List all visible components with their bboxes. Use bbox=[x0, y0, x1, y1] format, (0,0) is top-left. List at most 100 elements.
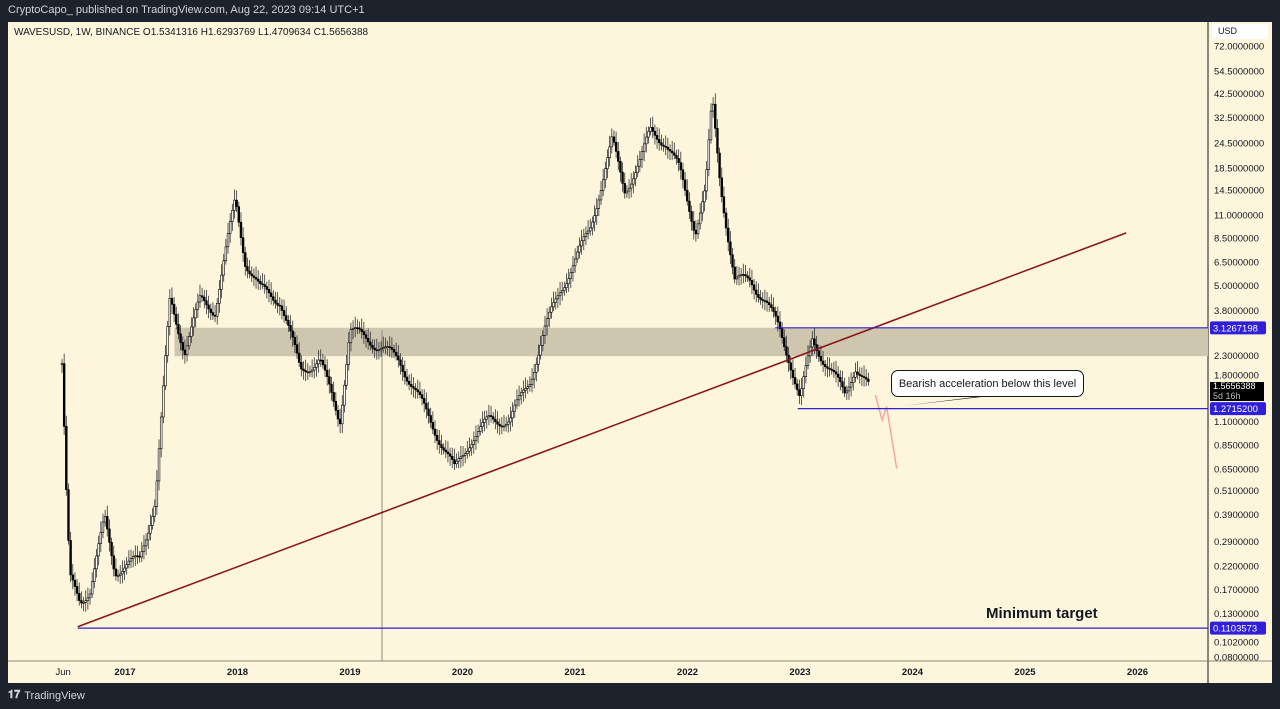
currency-button[interactable]: USD bbox=[1212, 24, 1268, 39]
candle bbox=[513, 404, 516, 412]
candle bbox=[244, 252, 247, 267]
candle bbox=[783, 337, 786, 347]
candle bbox=[776, 315, 780, 323]
tradingview-logo-icon[interactable]: 𝟏𝟕 bbox=[8, 689, 21, 701]
candle bbox=[341, 404, 344, 425]
candle bbox=[78, 593, 81, 601]
projection-scribble[interactable] bbox=[874, 394, 898, 469]
candle bbox=[824, 364, 827, 368]
candle bbox=[617, 151, 620, 162]
candle bbox=[453, 459, 456, 465]
candle bbox=[162, 385, 165, 418]
candle bbox=[733, 266, 736, 280]
candle bbox=[569, 272, 573, 279]
ascending-trendline[interactable] bbox=[77, 232, 1127, 628]
time-tick-label: 2019 bbox=[339, 667, 360, 678]
candle bbox=[129, 558, 133, 562]
candle bbox=[767, 302, 771, 306]
candle bbox=[209, 308, 212, 313]
annotation-callout[interactable]: Bearish acceleration below this level bbox=[891, 370, 1084, 397]
candle bbox=[593, 215, 596, 223]
candle bbox=[606, 157, 609, 170]
candle bbox=[530, 378, 534, 386]
candle bbox=[662, 144, 665, 147]
candle bbox=[852, 376, 855, 383]
callout-pointer bbox=[902, 396, 990, 406]
candle bbox=[235, 199, 238, 207]
candle bbox=[131, 556, 135, 559]
price-tick-label: 18.5000000 bbox=[1214, 164, 1264, 175]
price-tick-label: 42.5000000 bbox=[1214, 89, 1264, 100]
level-price-label: 0.1103573 bbox=[1213, 624, 1257, 635]
candle bbox=[172, 304, 176, 315]
candle bbox=[257, 278, 260, 282]
candle bbox=[763, 300, 767, 302]
candle bbox=[399, 359, 402, 366]
candle bbox=[742, 274, 745, 276]
candle bbox=[686, 190, 689, 202]
candle bbox=[826, 366, 829, 369]
candle bbox=[526, 386, 529, 389]
candle bbox=[272, 296, 275, 301]
candle bbox=[470, 444, 473, 449]
candle bbox=[793, 377, 797, 385]
candle bbox=[701, 201, 704, 214]
candle bbox=[664, 145, 667, 148]
candle bbox=[658, 139, 661, 144]
candle bbox=[332, 392, 335, 402]
candle bbox=[90, 581, 94, 595]
candle bbox=[254, 277, 258, 280]
minimum-target-label[interactable]: Minimum target bbox=[986, 605, 1098, 622]
candle bbox=[179, 333, 182, 343]
candle bbox=[308, 371, 312, 374]
candle bbox=[517, 395, 521, 401]
candle bbox=[847, 386, 851, 392]
candle bbox=[159, 416, 163, 450]
candle bbox=[440, 444, 443, 448]
candle bbox=[750, 280, 754, 286]
candle bbox=[666, 146, 670, 150]
candle bbox=[839, 377, 842, 383]
price-tick-label: 0.2900000 bbox=[1214, 537, 1259, 548]
candle bbox=[509, 417, 512, 423]
price-tick-label: 0.1700000 bbox=[1214, 585, 1259, 596]
candle bbox=[80, 600, 83, 604]
candle bbox=[354, 327, 357, 329]
candle bbox=[420, 394, 424, 399]
candle bbox=[226, 233, 230, 248]
candle bbox=[241, 237, 245, 253]
resistance-zone[interactable] bbox=[174, 327, 1209, 357]
candle bbox=[739, 274, 743, 276]
candle bbox=[507, 421, 510, 425]
candle bbox=[535, 363, 538, 373]
candle bbox=[638, 159, 642, 167]
candle bbox=[369, 341, 372, 346]
candle bbox=[688, 200, 691, 212]
candle bbox=[748, 277, 751, 281]
candle bbox=[655, 135, 659, 140]
candle bbox=[727, 227, 730, 243]
candle bbox=[84, 600, 87, 603]
candle bbox=[720, 177, 723, 198]
candle bbox=[282, 310, 286, 316]
candle bbox=[366, 338, 370, 343]
candle bbox=[608, 146, 611, 158]
last-price-label: 1.5656388 5d 16h bbox=[1210, 381, 1264, 401]
candle bbox=[448, 453, 452, 457]
candle bbox=[330, 383, 333, 393]
candle bbox=[405, 376, 409, 382]
candle bbox=[735, 276, 739, 280]
candle bbox=[127, 560, 131, 565]
candle bbox=[649, 127, 652, 132]
candle bbox=[73, 579, 77, 587]
candle bbox=[683, 179, 687, 191]
candle bbox=[291, 330, 294, 338]
candle bbox=[106, 516, 109, 530]
footer-brand[interactable]: TradingView bbox=[24, 689, 85, 702]
candle bbox=[690, 211, 693, 222]
candle bbox=[403, 371, 407, 378]
candle bbox=[780, 328, 784, 338]
publisher-caption: CryptoCapo_ published on TradingView.com… bbox=[8, 4, 365, 16]
candle bbox=[218, 289, 221, 304]
